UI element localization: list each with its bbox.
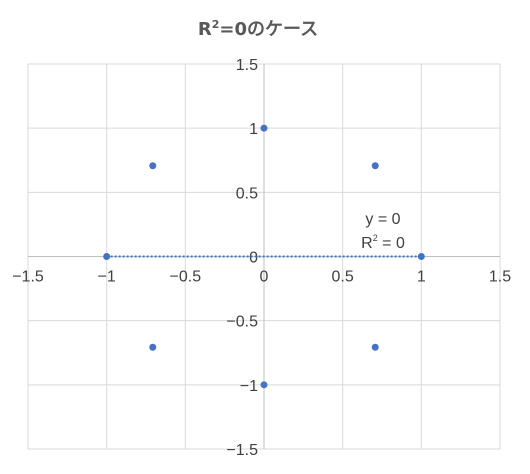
y-tick-label: 1.5 <box>236 57 258 74</box>
trendline-equation: y = 0 <box>365 211 400 228</box>
r-squared-main: R <box>361 235 373 252</box>
chart-title-main: R <box>198 19 212 40</box>
data-points <box>103 124 425 389</box>
x-tick-label: 0 <box>260 269 269 286</box>
x-tick-label: 0.5 <box>332 269 354 286</box>
trendline-r-squared: R2 = 0 <box>361 233 405 252</box>
x-tick-label: −0.5 <box>170 269 202 286</box>
data-point <box>149 162 157 170</box>
y-tick-label: −1 <box>240 378 258 395</box>
data-point <box>371 343 379 351</box>
x-tick-label: −1 <box>98 269 116 286</box>
chart-title-sup: 2 <box>212 18 220 31</box>
y-tick-label: 1 <box>249 121 258 138</box>
data-point <box>103 253 111 260</box>
tick-labels: −1.5 −1 −0.5 0 0.5 1 1.5 −1.5 −1 −0.5 0.5 1 1.5 0 <box>12 57 511 459</box>
r-squared-sup: 2 <box>373 233 378 243</box>
data-point <box>260 124 268 132</box>
data-point <box>371 162 379 170</box>
x-tick-label: −1.5 <box>12 269 44 286</box>
data-point <box>260 381 268 389</box>
y-tick-label: −0.5 <box>226 314 258 331</box>
data-point <box>149 343 157 351</box>
y-tick-label: 0 <box>249 250 258 267</box>
chart-title: R2=0のケース <box>198 18 318 40</box>
x-tick-label: 1.5 <box>489 269 511 286</box>
y-tick-label: −1.5 <box>226 442 258 459</box>
y-tick-label: 0.5 <box>236 185 258 202</box>
x-tick-label: 1 <box>417 269 426 286</box>
chart-title-rest: =0のケース <box>219 19 318 40</box>
r-squared-rest: = 0 <box>378 235 405 252</box>
data-point <box>417 253 425 260</box>
